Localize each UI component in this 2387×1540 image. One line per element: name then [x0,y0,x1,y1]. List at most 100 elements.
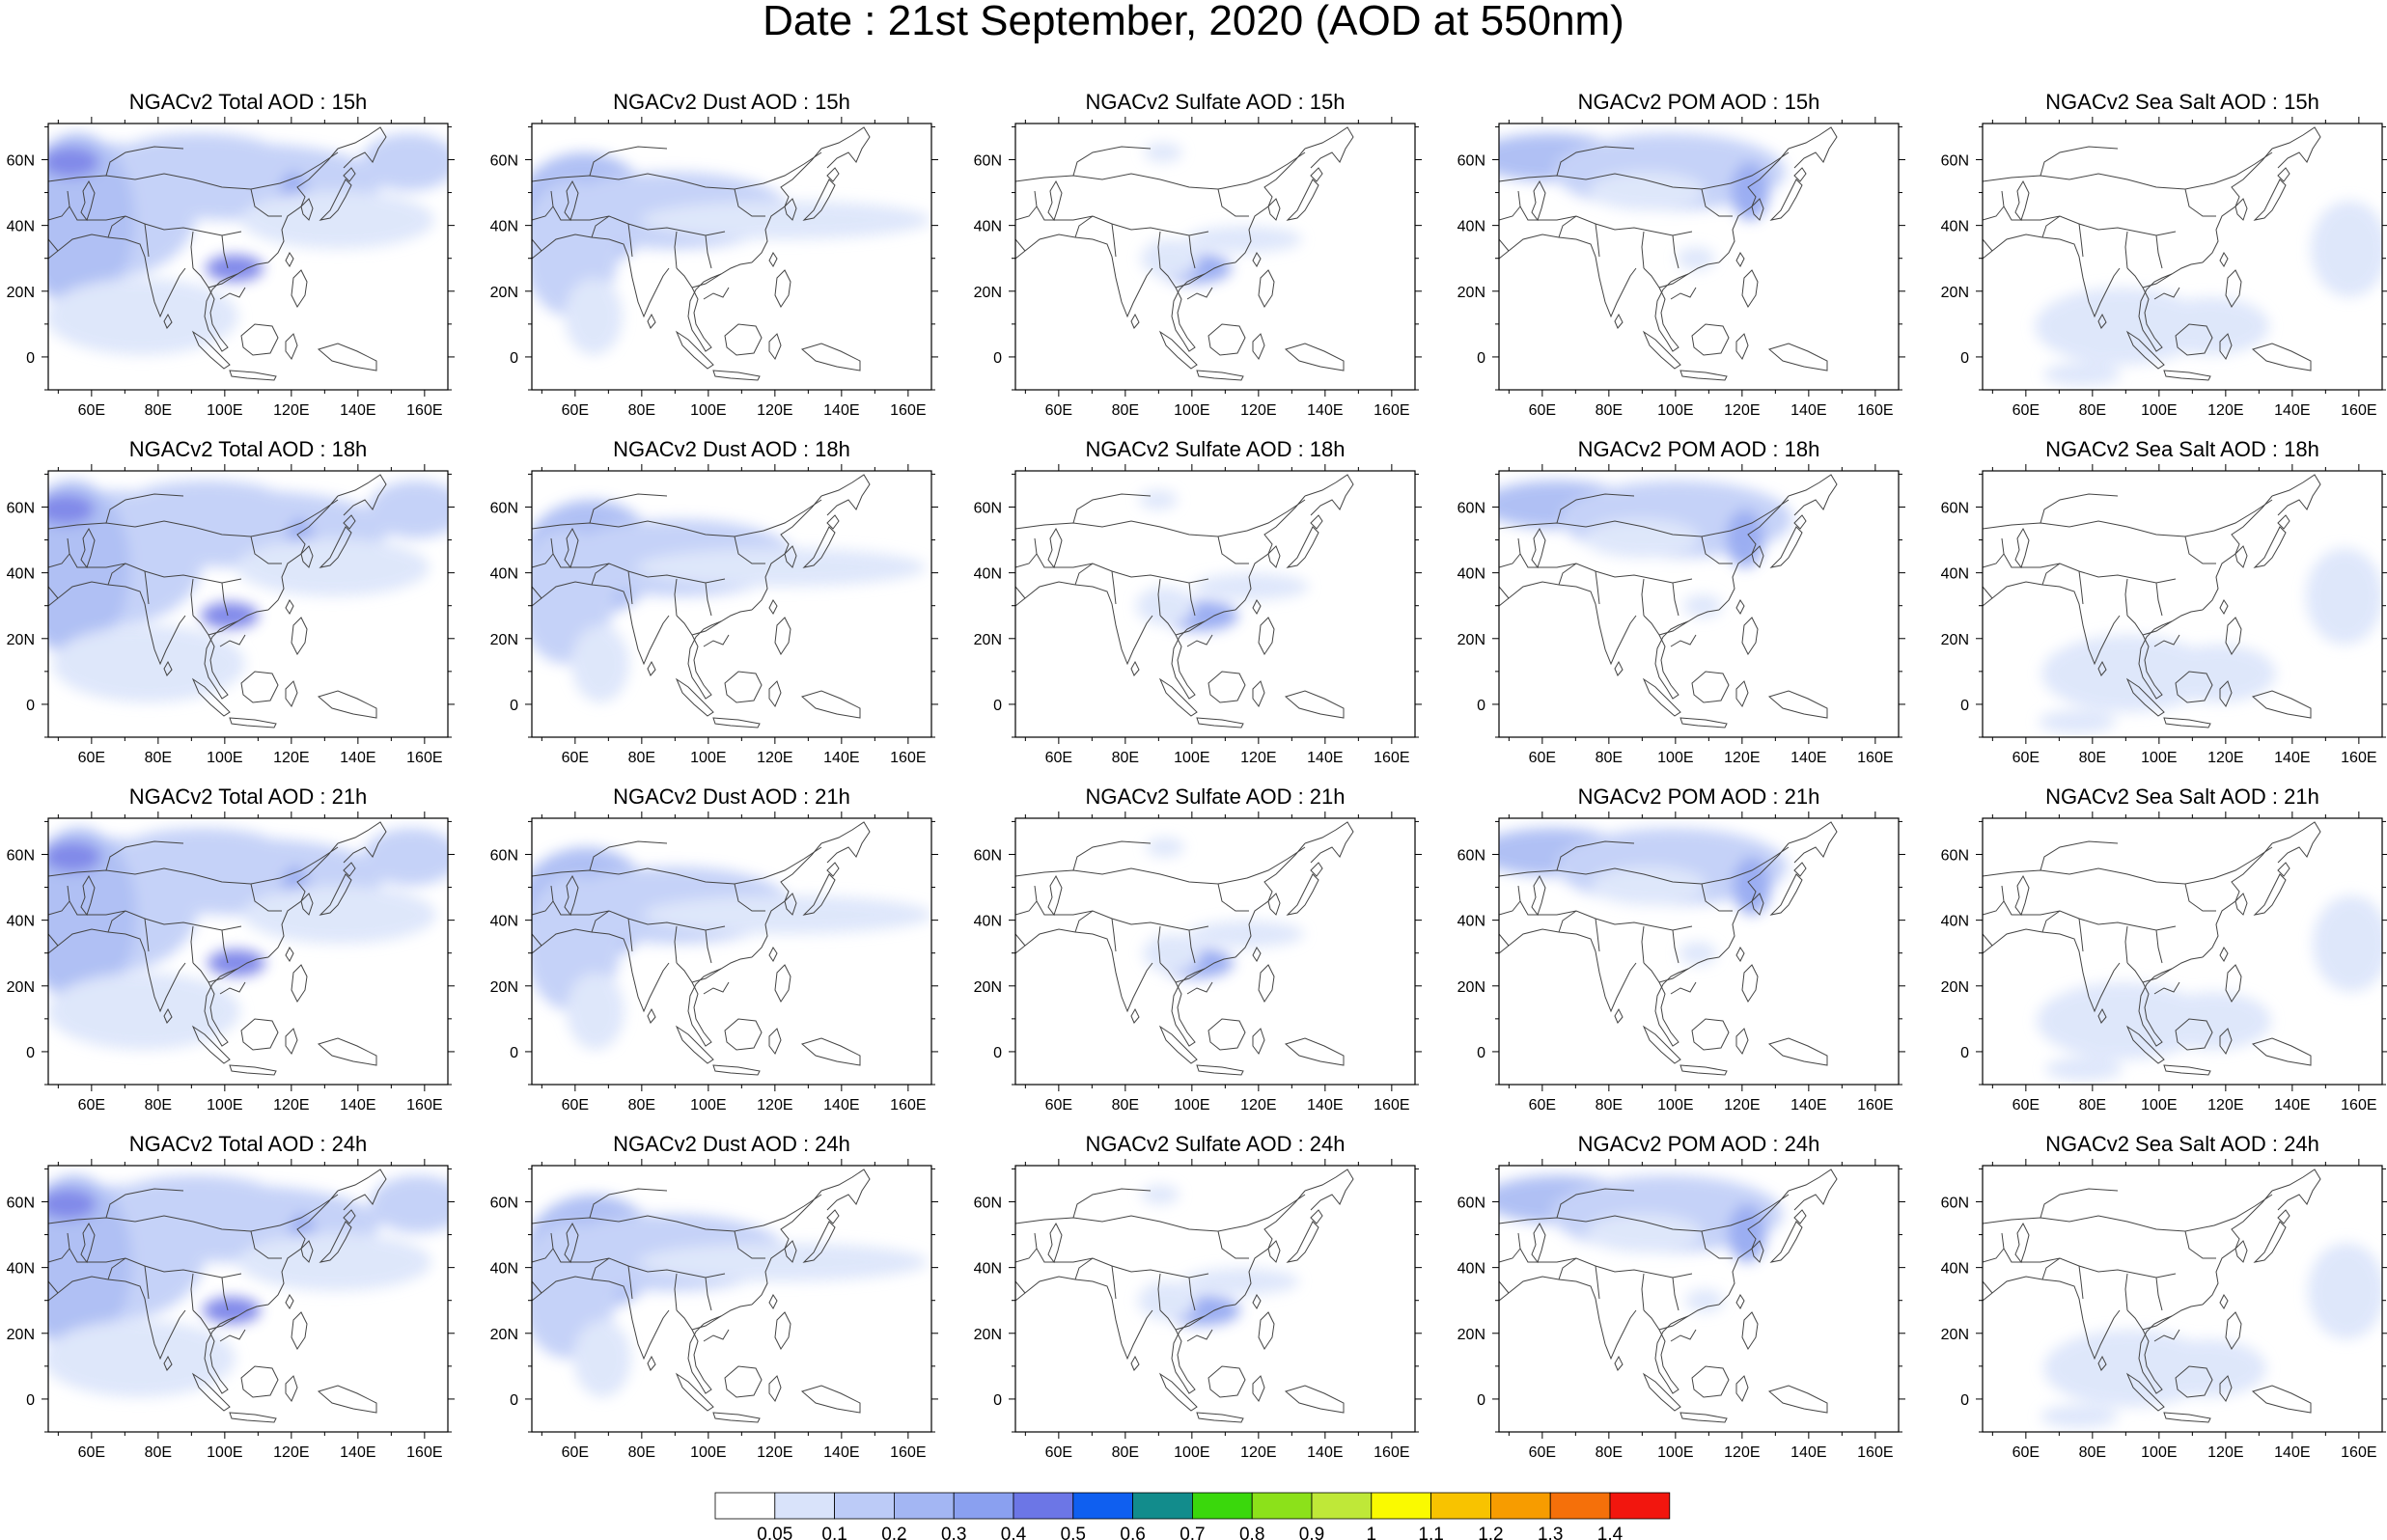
x-tick-label: 80E [2079,1097,2106,1114]
aod-field-patch [2311,201,2382,297]
map-panel: 60E 80E 100E 120E 140E 160E 60N 40N 20N 0 [974,811,1422,1114]
x-tick-label: 160E [2341,1444,2376,1461]
y-tick-label: 40N [1457,1261,1485,1278]
aod-field-patch [1685,1289,1724,1312]
y-tick-label: 20N [490,979,518,996]
aod-field-patch [48,841,101,872]
x-tick-label: 60E [78,402,105,419]
colorbar-swatch [1013,1492,1074,1520]
y-tick-label: 20N [1457,979,1485,996]
colorbar-label: 0.8 [1239,1525,1264,1540]
x-tick-label: 60E [1529,1444,1556,1461]
x-tick-label: 160E [1857,1444,1893,1461]
x-tick-label: 160E [1857,402,1893,419]
aod-field-patch [567,973,625,1050]
y-tick-label: 0 [510,1045,518,1061]
y-tick-label: 20N [1941,979,1969,996]
y-tick-label: 20N [490,1327,518,1343]
x-tick-label: 60E [78,1444,105,1461]
aod-field-patch [571,625,629,702]
map-frame [1498,123,1900,391]
colorbar: 0.05 0.1 0.2 0.3 0.4 0.5 0.6 0.7 0.8 0.9 1 1.1 1.2 1.… [714,1492,1671,1540]
x-tick-label: 80E [1112,750,1139,766]
y-tick-label: 0 [26,698,35,714]
aod-field-patch [206,255,264,282]
x-tick-label: 100E [690,1444,726,1461]
x-tick-label: 80E [1112,1097,1139,1114]
aod-field-patch [1677,247,1715,270]
x-tick-label: 80E [628,402,655,419]
x-tick-label: 140E [823,750,859,766]
aod-field-patch [48,1189,97,1220]
x-tick-label: 60E [562,750,589,766]
colorbar-label: 1.2 [1478,1525,1503,1540]
aod-field-patch [2153,297,2269,355]
panel-title: NGACv2 POM AOD : 21h [1577,784,1820,809]
x-tick-label: 60E [2012,750,2040,766]
aod-field-patch [1138,1281,1196,1320]
colorbar-label: 0.7 [1180,1525,1205,1540]
aod-field-patch [48,278,238,355]
x-tick-label: 100E [1657,402,1693,419]
map-frame [531,817,932,1086]
map-frame [1498,1165,1900,1433]
x-tick-label: 100E [1657,1444,1693,1461]
x-tick-label: 80E [628,1444,655,1461]
map-frame [1982,817,2383,1086]
x-tick-label: 80E [1112,402,1139,419]
y-tick-label: 40N [490,566,518,583]
aod-field-patch [2308,1243,2382,1339]
aod-field-patch [2040,1405,2118,1428]
x-tick-label: 100E [2141,1097,2177,1114]
x-tick-label: 140E [340,1444,375,1461]
y-tick-label: 0 [1960,1392,1969,1409]
map-frame [531,1165,932,1433]
map-frame [531,470,932,738]
y-tick-label: 40N [1941,566,1969,583]
y-tick-label: 20N [1941,1327,1969,1343]
colorbar-label: 0.2 [881,1525,906,1540]
colorbar-swatch [953,1492,1014,1520]
map-panel: 60E 80E 100E 120E 140E 160E 60N 40N 20N 0 [1941,464,2387,766]
x-tick-label: 140E [823,402,859,419]
x-tick-label: 100E [1174,1097,1209,1114]
y-tick-label: 0 [993,350,1002,367]
x-tick-label: 60E [562,402,589,419]
x-tick-label: 60E [1529,750,1556,766]
colorbar-swatch [834,1492,895,1520]
x-tick-label: 120E [1724,1097,1760,1114]
x-tick-label: 80E [1596,1097,1623,1114]
y-tick-label: 0 [993,1392,1002,1409]
aod-field-patch [236,538,430,596]
y-tick-label: 60N [7,152,35,169]
panel-title: NGACv2 Total AOD : 18h [128,437,368,461]
x-tick-label: 60E [1045,402,1072,419]
y-tick-label: 60N [974,152,1002,169]
colorbar-swatch [714,1492,776,1520]
aod-field-patch [2035,288,2208,365]
y-tick-label: 20N [1941,632,1969,648]
map-frame [531,123,932,391]
aod-field-patch [370,1175,448,1233]
aod-field-patch [1139,490,1178,509]
map-panel: 60E 80E 100E 120E 140E 160E 60N 40N 20N 0 [974,1159,1422,1461]
x-tick-label: 140E [823,1444,859,1461]
x-tick-label: 80E [2079,402,2106,419]
map-frame [1014,1165,1416,1433]
aod-field-patch [2306,548,2382,645]
map-frame [47,817,449,1086]
x-tick-label: 120E [757,1097,792,1114]
x-tick-label: 60E [78,750,105,766]
map-frame [47,1165,449,1433]
panel-title: NGACv2 Dust AOD : 24h [613,1132,850,1156]
aod-field-patch [123,133,277,172]
x-tick-label: 60E [2012,1444,2040,1461]
colorbar-label: 1.1 [1418,1525,1443,1540]
x-tick-label: 160E [406,402,442,419]
map-panel: 60E 80E 100E 120E 140E 160E 60N 40N 20N 0 [974,464,1422,766]
map-panel: 60E 80E 100E 120E 140E 160E 60N 40N 20N 0 [1457,117,1905,419]
aod-field-patch [1726,509,1764,567]
x-tick-label: 160E [890,402,926,419]
panel-title: NGACv2 Sulfate AOD : 24h [1085,1132,1346,1156]
y-tick-label: 40N [974,219,1002,235]
